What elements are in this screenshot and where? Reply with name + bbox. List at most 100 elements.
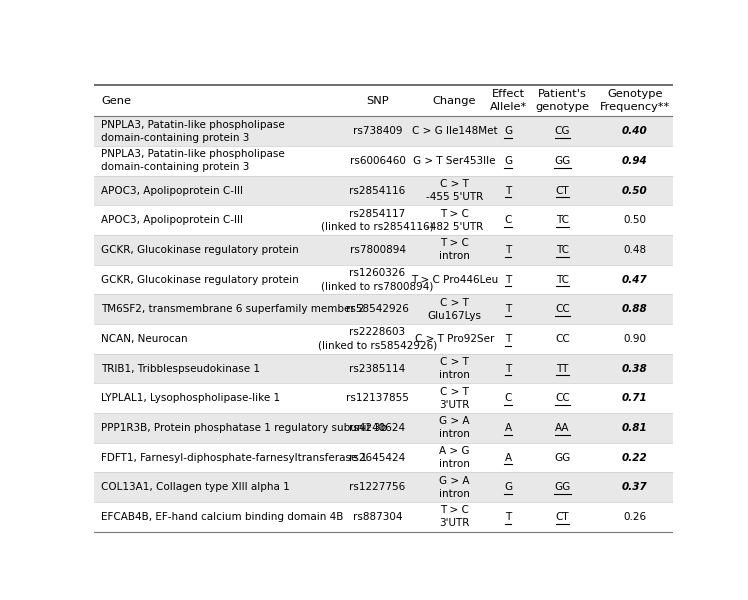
Text: EFCAB4B, EF-hand calcium binding domain 4B: EFCAB4B, EF-hand calcium binding domain … (101, 512, 343, 522)
Bar (94, 443, 673, 472)
Text: C > T
-455 5'UTR: C > T -455 5'UTR (426, 179, 483, 202)
Text: 0.90: 0.90 (623, 334, 646, 344)
Text: CC: CC (555, 304, 570, 314)
Text: G > A
intron: G > A intron (439, 416, 470, 439)
Bar (94, 235, 673, 265)
Text: 0.38: 0.38 (622, 364, 648, 374)
Text: TM6SF2, transmembrane 6 superfamily member 2: TM6SF2, transmembrane 6 superfamily memb… (101, 304, 365, 314)
Text: G > T Ser453Ile: G > T Ser453Ile (413, 156, 496, 166)
Text: GG: GG (554, 452, 571, 463)
Text: rs887304: rs887304 (353, 512, 402, 522)
Text: 0.26: 0.26 (623, 512, 646, 522)
Text: CT: CT (556, 185, 569, 196)
Text: GG: GG (554, 156, 571, 166)
Text: rs12137855: rs12137855 (346, 393, 409, 403)
Bar (94, 324, 673, 353)
Text: rs2854117
(linked to rs2854116): rs2854117 (linked to rs2854116) (321, 209, 434, 232)
Text: 0.22: 0.22 (622, 452, 648, 463)
Text: 0.94: 0.94 (622, 156, 648, 166)
Text: PPP1R3B, Protein phosphatase 1 regulatory subunit 3b: PPP1R3B, Protein phosphatase 1 regulator… (101, 423, 387, 433)
Text: G: G (504, 482, 512, 492)
Text: TC: TC (556, 275, 569, 284)
Bar (94, 265, 673, 295)
Text: C: C (504, 393, 512, 403)
Text: T > C
-482 5'UTR: T > C -482 5'UTR (426, 209, 483, 232)
Text: 0.37: 0.37 (622, 482, 648, 492)
Text: Effect
Allele*: Effect Allele* (489, 89, 527, 112)
Text: rs58542926: rs58542926 (346, 304, 409, 314)
Text: 0.40: 0.40 (622, 126, 648, 136)
Text: A: A (504, 452, 512, 463)
Text: Patient's
genotype: Patient's genotype (536, 89, 589, 112)
Text: C > T
intron: C > T intron (439, 357, 470, 380)
Bar (94, 85, 673, 116)
Text: PNPLA3, Patatin-like phospholipase
domain-containing protein 3: PNPLA3, Patatin-like phospholipase domai… (101, 149, 285, 172)
Text: SNP: SNP (367, 95, 389, 106)
Bar (94, 413, 673, 443)
Bar (94, 205, 673, 235)
Text: C > T Pro92Ser: C > T Pro92Ser (414, 334, 494, 344)
Bar (94, 146, 673, 176)
Text: CT: CT (556, 512, 569, 522)
Text: CG: CG (555, 126, 570, 136)
Text: T: T (505, 185, 511, 196)
Text: 0.50: 0.50 (622, 185, 648, 196)
Bar (94, 472, 673, 502)
Text: APOC3, Apolipoprotein C-III: APOC3, Apolipoprotein C-III (101, 185, 243, 196)
Bar (94, 176, 673, 205)
Bar (94, 353, 673, 383)
Text: 0.88: 0.88 (622, 304, 648, 314)
Text: 0.81: 0.81 (622, 423, 648, 433)
Text: GCKR, Glucokinase regulatory protein: GCKR, Glucokinase regulatory protein (101, 275, 298, 284)
Text: T: T (505, 304, 511, 314)
Text: T: T (505, 334, 511, 344)
Text: T: T (505, 275, 511, 284)
Text: Genotype
Frequency**: Genotype Frequency** (600, 89, 670, 112)
Text: TT: TT (557, 364, 568, 374)
Text: T > C
intron: T > C intron (439, 238, 470, 262)
Text: G: G (504, 126, 512, 136)
Bar (94, 502, 673, 532)
Text: rs2228603
(linked to rs58542926): rs2228603 (linked to rs58542926) (318, 327, 437, 350)
Text: T > C
3'UTR: T > C 3'UTR (439, 505, 470, 529)
Text: rs2645424: rs2645424 (349, 452, 405, 463)
Text: 0.71: 0.71 (622, 393, 648, 403)
Text: T: T (505, 245, 511, 255)
Text: rs1227756: rs1227756 (349, 482, 405, 492)
Text: 0.48: 0.48 (623, 245, 646, 255)
Bar (94, 295, 673, 324)
Text: FDFT1, Farnesyl-diphosphate-farnesyltransferase 1: FDFT1, Farnesyl-diphosphate-farnesyltran… (101, 452, 367, 463)
Text: rs738409: rs738409 (353, 126, 402, 136)
Text: rs4240624: rs4240624 (349, 423, 405, 433)
Text: G: G (504, 156, 512, 166)
Text: 0.47: 0.47 (622, 275, 648, 284)
Text: GG: GG (554, 482, 571, 492)
Text: Gene: Gene (101, 95, 131, 106)
Text: C: C (504, 215, 512, 225)
Text: rs2385114: rs2385114 (349, 364, 405, 374)
Text: G > A
intron: G > A intron (439, 476, 470, 499)
Text: C > T
3'UTR: C > T 3'UTR (439, 386, 470, 410)
Text: T: T (505, 364, 511, 374)
Text: CC: CC (555, 334, 570, 344)
Text: TC: TC (556, 215, 569, 225)
Text: T > C Pro446Leu: T > C Pro446Leu (411, 275, 498, 284)
Text: T: T (505, 512, 511, 522)
Bar (94, 383, 673, 413)
Text: 0.50: 0.50 (623, 215, 646, 225)
Text: A: A (504, 423, 512, 433)
Bar (94, 116, 673, 146)
Text: NCAN, Neurocan: NCAN, Neurocan (101, 334, 188, 344)
Text: TRIB1, Tribblespseudokinase 1: TRIB1, Tribblespseudokinase 1 (101, 364, 260, 374)
Text: TC: TC (556, 245, 569, 255)
Text: APOC3, Apolipoprotein C-III: APOC3, Apolipoprotein C-III (101, 215, 243, 225)
Text: GCKR, Glucokinase regulatory protein: GCKR, Glucokinase regulatory protein (101, 245, 298, 255)
Text: C > T
Glu167Lys: C > T Glu167Lys (427, 298, 482, 321)
Text: rs7800894: rs7800894 (349, 245, 405, 255)
Text: A > G
intron: A > G intron (439, 446, 470, 469)
Text: PNPLA3, Patatin-like phospholipase
domain-containing protein 3: PNPLA3, Patatin-like phospholipase domai… (101, 119, 285, 143)
Text: C > G Ile148Met: C > G Ile148Met (411, 126, 497, 136)
Text: AA: AA (555, 423, 570, 433)
Text: LYPLAL1, Lysophospholipase-like 1: LYPLAL1, Lysophospholipase-like 1 (101, 393, 280, 403)
Text: CC: CC (555, 393, 570, 403)
